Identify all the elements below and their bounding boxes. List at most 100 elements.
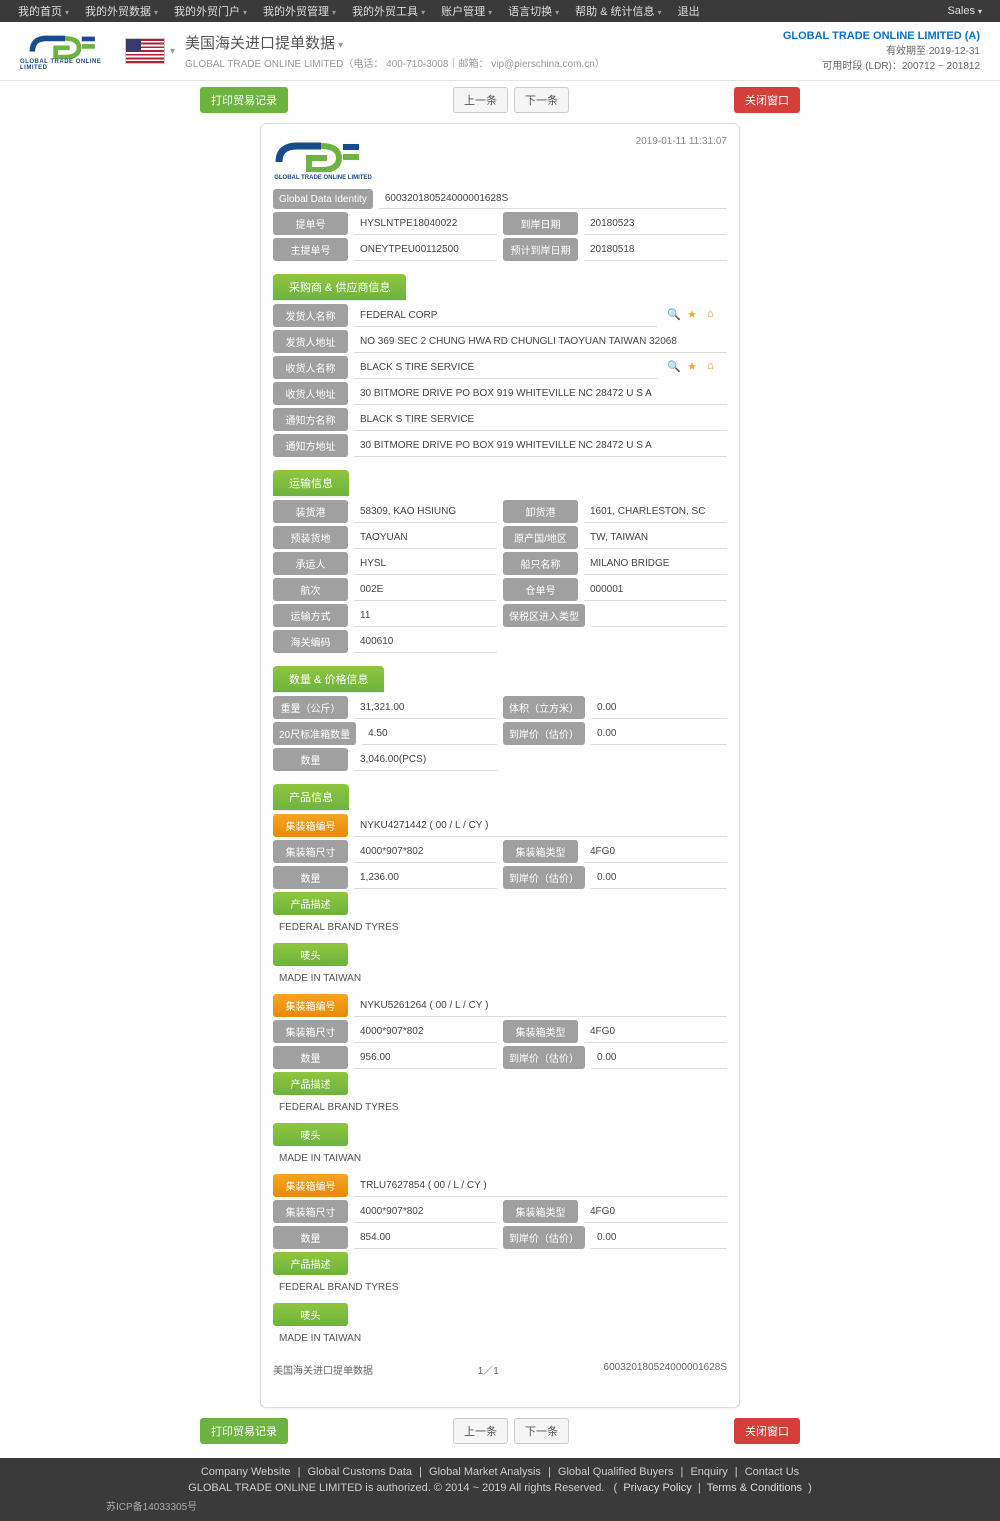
mark-label: 唛头	[273, 943, 348, 966]
size-label: 集装箱尺寸	[273, 840, 348, 863]
footer-link[interactable]: Global Qualified Buyers	[554, 1466, 678, 1478]
account-company: GLOBAL TRADE ONLINE LIMITED (A)	[783, 30, 980, 42]
type-value: 4FG0	[584, 1200, 727, 1223]
card-foot-right: 600320180524000001628S	[604, 1362, 727, 1377]
nav-lang[interactable]: 语言切换	[500, 3, 567, 19]
section-shipping: 运输信息	[273, 470, 349, 496]
bl-value: HYSLNTPE18040022	[354, 212, 497, 235]
prev-button[interactable]: 上一条	[453, 87, 508, 113]
origin-label: 原产国/地区	[503, 526, 578, 549]
container-no-label: 集装箱编号	[273, 994, 348, 1017]
load-port-value: 58309, KAO HSIUNG	[354, 500, 497, 523]
nav-home[interactable]: 我的首页	[10, 3, 77, 19]
footer-link[interactable]: Enquiry	[686, 1466, 731, 1478]
footer-copyright: GLOBAL TRADE ONLINE LIMITED is authorize…	[6, 1480, 994, 1496]
terms-link[interactable]: Terms & Conditions	[707, 1482, 802, 1494]
footer-link[interactable]: Global Market Analysis	[425, 1466, 545, 1478]
gdi-label: Global Data Identity	[273, 189, 373, 209]
title-dropdown-icon[interactable]: ▾	[338, 40, 343, 51]
footer-links: Company Website | Global Customs Data | …	[6, 1464, 994, 1480]
pqty-value: 956.00	[354, 1046, 497, 1069]
page-header: GLOBAL TRADE ONLINE LIMITED ▾ 美国海关进口提单数据…	[0, 22, 1000, 81]
vessel-value: MILANO BRIDGE	[584, 552, 727, 575]
home-icon[interactable]: ⌂	[707, 360, 723, 376]
top-nav: 我的首页 我的外贸数据 我的外贸门户 我的外贸管理 我的外贸工具 账户管理 语言…	[0, 0, 1000, 22]
pqty-value: 1,236.00	[354, 866, 497, 889]
nav-sales[interactable]: Sales	[939, 5, 990, 17]
search-icon[interactable]: 🔍	[667, 308, 683, 324]
privacy-link[interactable]: Privacy Policy	[623, 1482, 691, 1494]
product-item: 集装箱编号 NYKU4271442 ( 00 / L / CY ) 集装箱尺寸4…	[273, 814, 727, 994]
close-button[interactable]: 关闭窗口	[734, 87, 800, 113]
voyage-value: 002E	[354, 578, 497, 601]
vessel-label: 船只名称	[503, 552, 578, 575]
nav-account[interactable]: 账户管理	[433, 3, 500, 19]
consignee-addr-value: NO 369 SEC 2 CHUNG HWA RD CHUNGLI TAOYUA…	[354, 330, 727, 353]
desc-label: 产品描述	[273, 892, 348, 915]
notify-name-label: 通知方名称	[273, 408, 348, 431]
print-button-bottom[interactable]: 打印贸易记录	[200, 1418, 288, 1444]
carrier-label: 承运人	[273, 552, 348, 575]
size-label: 集装箱尺寸	[273, 1200, 348, 1223]
mark-value: MADE IN TAIWAN	[273, 969, 727, 994]
size-label: 集装箱尺寸	[273, 1020, 348, 1043]
record-card: GLOBAL TRADE ONLINE LIMITED 2019-01-11 1…	[260, 123, 740, 1408]
footer-link[interactable]: Contact Us	[741, 1466, 803, 1478]
notify-addr-label: 通知方地址	[273, 434, 348, 457]
unload-port-label: 卸货港	[503, 500, 578, 523]
next-button-bottom[interactable]: 下一条	[514, 1418, 569, 1444]
footer-link[interactable]: Global Customs Data	[304, 1466, 417, 1478]
product-item: 集装箱编号 TRLU7627854 ( 00 / L / CY ) 集装箱尺寸4…	[273, 1174, 727, 1354]
header-title-block: 美国海关进口提单数据 ▾ GLOBAL TRADE ONLINE LIMITED…	[175, 32, 783, 70]
card-foot-left: 美国海关进口提单数据	[273, 1362, 373, 1377]
pqty-label: 数量	[273, 866, 348, 889]
container-value: 000001	[584, 578, 727, 601]
star-icon[interactable]: ★	[687, 308, 703, 324]
consignee-name-value: FEDERAL CORP	[354, 304, 657, 327]
qty-value: 3,046.00(PCS)	[354, 748, 497, 771]
consignee-name-label: 发货人名称	[273, 304, 348, 327]
search-icon[interactable]: 🔍	[667, 360, 683, 376]
desc-label: 产品描述	[273, 1072, 348, 1095]
buyer-name-value: BLACK S TIRE SERVICE	[354, 356, 657, 379]
page-footer: Company Website | Global Customs Data | …	[0, 1458, 1000, 1521]
page-title: 美国海关进口提单数据	[185, 35, 335, 52]
nav-help[interactable]: 帮助 & 统计信息	[567, 3, 669, 19]
country-flag[interactable]	[125, 38, 165, 64]
pqty-label: 数量	[273, 1226, 348, 1249]
container-no-value: NYKU4271442 ( 00 / L / CY )	[354, 814, 727, 837]
next-button[interactable]: 下一条	[514, 87, 569, 113]
close-button-bottom[interactable]: 关闭窗口	[734, 1418, 800, 1444]
toolbar-bottom: 打印贸易记录 上一条 下一条 关闭窗口	[0, 1412, 1000, 1450]
teu-label: 20尺标准箱数量	[273, 722, 356, 745]
volume-label: 体积（立方米）	[503, 696, 585, 719]
pprice-value: 0.00	[591, 1046, 727, 1069]
section-buyer-supplier: 采购商 & 供应商信息	[273, 274, 406, 300]
prev-button-bottom[interactable]: 上一条	[453, 1418, 508, 1444]
type-label: 集装箱类型	[503, 1020, 578, 1043]
origin-value: TW, TAIWAN	[584, 526, 727, 549]
weight-value: 31,321.00	[354, 696, 497, 719]
carrier-value: HYSL	[354, 552, 497, 575]
card-foot-mid: 1／1	[478, 1362, 499, 1377]
bl-label: 提单号	[273, 212, 348, 235]
price-value: 0.00	[591, 722, 727, 745]
nav-tools[interactable]: 我的外贸工具	[344, 3, 433, 19]
nav-manage[interactable]: 我的外贸管理	[255, 3, 344, 19]
preload-label: 预装货地	[273, 526, 348, 549]
hs-label: 海关编码	[273, 630, 348, 653]
nav-data[interactable]: 我的外贸数据	[77, 3, 166, 19]
nav-portal[interactable]: 我的外贸门户	[166, 3, 255, 19]
home-icon[interactable]: ⌂	[707, 308, 723, 324]
type-label: 集装箱类型	[503, 840, 578, 863]
logo-icon	[25, 31, 105, 59]
buyer-addr-value: 30 BITMORE DRIVE PO BOX 919 WHITEVILLE N…	[354, 382, 727, 405]
print-button[interactable]: 打印贸易记录	[200, 87, 288, 113]
nav-logout[interactable]: 退出	[670, 3, 711, 19]
gdi-value: 600320180524000001628S	[379, 189, 727, 209]
footer-link[interactable]: Company Website	[197, 1466, 295, 1478]
arrive-label: 到岸日期	[503, 212, 578, 235]
buyer-name-label: 收货人名称	[273, 356, 348, 379]
star-icon[interactable]: ★	[687, 360, 703, 376]
pqty-value: 854.00	[354, 1226, 497, 1249]
